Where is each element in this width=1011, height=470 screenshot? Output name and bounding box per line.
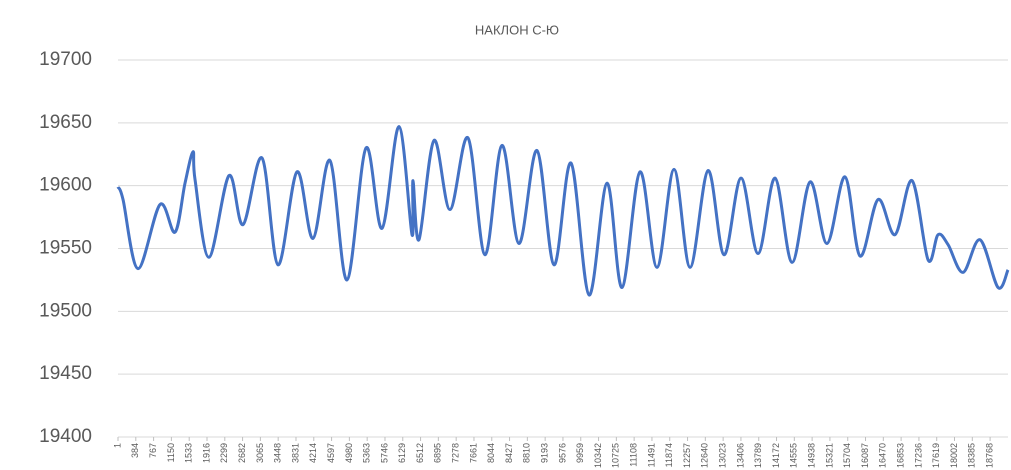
x-tick-label: 12640 [700, 443, 710, 468]
x-tick-label: 7661 [468, 443, 478, 463]
x-tick-label: 17236 [913, 443, 923, 468]
x-tick-label: 9576 [557, 443, 567, 463]
x-tick-label: 8427 [504, 443, 514, 463]
y-tick-label: 19450 [39, 363, 92, 384]
x-tick-label: 14555 [789, 443, 799, 468]
x-tick-label: 8044 [486, 443, 496, 463]
x-tick-label: 7278 [451, 443, 461, 463]
x-tick-label: 6512 [415, 443, 425, 463]
chart-title: НАКЛОН С-Ю [475, 22, 559, 37]
x-tick-label: 9193 [540, 443, 550, 463]
y-tick-label: 19500 [39, 300, 92, 321]
x-tick-label: 3831 [290, 443, 300, 463]
x-tick-label: 767 [148, 443, 158, 458]
x-tick-label: 14172 [771, 443, 781, 468]
x-tick-label: 11108 [629, 443, 639, 467]
x-tick-label: 6895 [433, 443, 443, 463]
x-tick-label: 13789 [753, 443, 763, 468]
x-tick-label: 5363 [362, 443, 372, 463]
x-tick-label: 4980 [344, 443, 354, 463]
x-tick-label: 9959 [575, 443, 585, 463]
x-tick-label: 6129 [397, 443, 407, 463]
x-tick-label: 14938 [807, 443, 817, 468]
x-tick-label: 11491 [646, 443, 656, 467]
x-tick-label: 12257 [682, 443, 692, 468]
x-tick-label: 4597 [326, 443, 336, 463]
x-tick-label: 16087 [860, 443, 870, 468]
y-tick-label: 19400 [39, 426, 92, 447]
x-tick-label: 18768 [984, 443, 994, 468]
x-tick-label: 3065 [255, 443, 265, 463]
y-tick-label: 19550 [39, 238, 92, 259]
x-tick-label: 1916 [201, 443, 211, 463]
x-tick-label: 18002 [949, 443, 959, 468]
x-tick-label: 2299 [219, 443, 229, 463]
x-tick-label: 15321 [824, 443, 834, 468]
y-tick-label: 19650 [39, 112, 92, 133]
y-tick-label: 19600 [39, 175, 92, 196]
x-tick-label: 13406 [735, 443, 745, 468]
x-tick-label: 10725 [611, 443, 621, 468]
x-tick-label: 11874 [664, 443, 674, 467]
y-tick-label: 19700 [39, 49, 92, 70]
x-tick-label: 16853 [895, 443, 905, 468]
x-tick-label: 17619 [931, 443, 941, 468]
x-tick-label: 13023 [718, 443, 728, 468]
x-tick-label: 5746 [379, 443, 389, 463]
x-tick-label: 4214 [308, 443, 318, 463]
x-tick-label: 3448 [273, 443, 283, 463]
x-tick-label: 384 [130, 443, 140, 458]
x-tick-label: 18385 [967, 443, 977, 468]
x-tick-label: 16470 [878, 443, 888, 468]
series-line [116, 125, 1010, 297]
x-tick-label: 1150 [166, 443, 176, 462]
x-tick-label: 10342 [593, 443, 603, 468]
x-tick-label: 1533 [184, 443, 194, 463]
x-tick-label: 1 [112, 443, 122, 448]
x-tick-label: 15704 [842, 443, 852, 468]
x-tick-label: 8810 [522, 443, 532, 463]
x-tick-label: 2682 [237, 443, 247, 463]
